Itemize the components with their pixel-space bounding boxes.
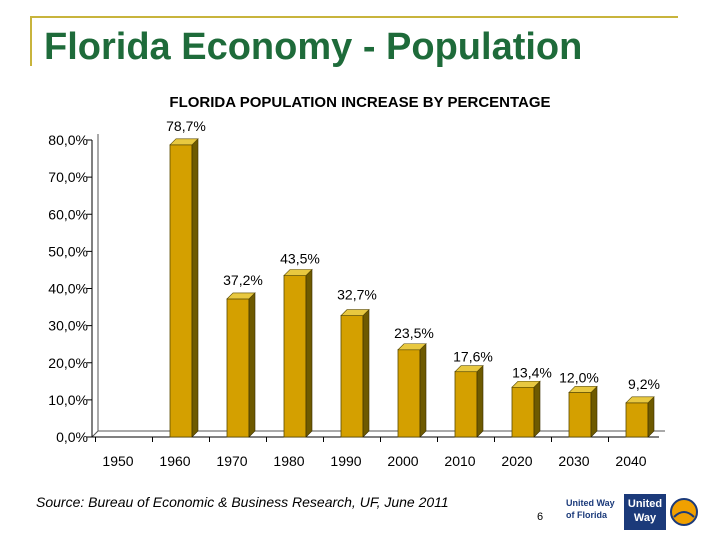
bar-side	[590, 385, 598, 438]
y-tick-label: 20,0%	[48, 355, 88, 371]
source-note: Source: Bureau of Economic & Business Re…	[36, 494, 449, 510]
bar-data-label: 17,6%	[453, 349, 493, 365]
bar-data-label: 12,0%	[559, 369, 599, 385]
x-tick-label: 2020	[501, 453, 532, 469]
bar-side	[476, 364, 484, 438]
logo-block: United Way	[624, 494, 666, 530]
bar-data-label: 23,5%	[394, 325, 434, 341]
axis-corner	[91, 430, 99, 438]
bar-top	[511, 380, 541, 388]
y-tick-label: 60,0%	[48, 206, 88, 222]
y-tick-label: 10,0%	[48, 392, 88, 408]
bar-top	[454, 365, 484, 372]
bar	[511, 386, 535, 438]
bar	[568, 392, 592, 438]
bar	[226, 298, 250, 438]
y-tick-label: 30,0%	[48, 318, 88, 334]
bar-top	[283, 269, 313, 276]
bar-data-label: 9,2%	[628, 376, 660, 392]
x-tick-label: 2010	[444, 453, 475, 469]
bar-side	[362, 308, 370, 438]
x-tick-label: 1970	[216, 453, 247, 469]
x-tick-label: 1990	[330, 453, 361, 469]
bar	[283, 275, 307, 438]
frame-left-line	[30, 16, 32, 66]
x-tick-label: 1950	[102, 453, 133, 469]
y-tick-label: 40,0%	[48, 281, 88, 297]
bar-data-label: 13,4%	[512, 364, 552, 380]
bar-data-label: 32,7%	[337, 287, 377, 303]
bar-layer	[169, 138, 655, 438]
bar	[625, 402, 649, 438]
bar-side	[647, 396, 655, 438]
logo-text: United Way of Florida	[566, 498, 615, 520]
bar-side	[533, 380, 541, 438]
y-tick-label: 0,0%	[56, 429, 88, 445]
bar-side	[305, 268, 313, 438]
sun-emblem-icon	[670, 498, 698, 526]
bar-top	[226, 292, 256, 300]
bar	[454, 371, 478, 438]
bar-top	[169, 138, 199, 146]
bar-side	[248, 292, 256, 438]
y-tick-label: 80,0%	[48, 132, 88, 148]
bar-top	[340, 309, 370, 316]
bar	[340, 315, 364, 438]
bar	[397, 349, 421, 438]
y-tick-label: 50,0%	[48, 243, 88, 259]
slide-title: Florida Economy - Population	[44, 26, 583, 68]
page-number: 6	[537, 511, 544, 523]
x-tick-label: 1980	[273, 453, 304, 469]
chart-title: FLORIDA POPULATION INCREASE BY PERCENTAG…	[169, 94, 551, 111]
bar-top	[568, 386, 598, 393]
bar-top	[397, 343, 427, 351]
y-tick-label: 70,0%	[48, 169, 88, 185]
bar-data-label: 78,7%	[166, 118, 206, 134]
bar	[169, 144, 193, 438]
bar-side	[419, 343, 427, 438]
united-way-logo: United Way of Florida United Way	[566, 494, 700, 530]
bar-data-label: 43,5%	[280, 251, 320, 267]
x-tick-label: 1960	[159, 453, 190, 469]
frame-top-line	[30, 16, 678, 18]
bar-side	[191, 138, 199, 438]
x-tick-label: 2000	[387, 453, 418, 469]
bar-top	[625, 396, 655, 404]
x-tick-label: 2040	[615, 453, 646, 469]
bar-data-label: 37,2%	[223, 272, 263, 288]
x-tick-label: 2030	[558, 453, 589, 469]
label-layer: 0,0% 10,0% 20,0% 30,0% 40,0% 50,0% 60,0% 70,0% 8…	[48, 118, 660, 469]
